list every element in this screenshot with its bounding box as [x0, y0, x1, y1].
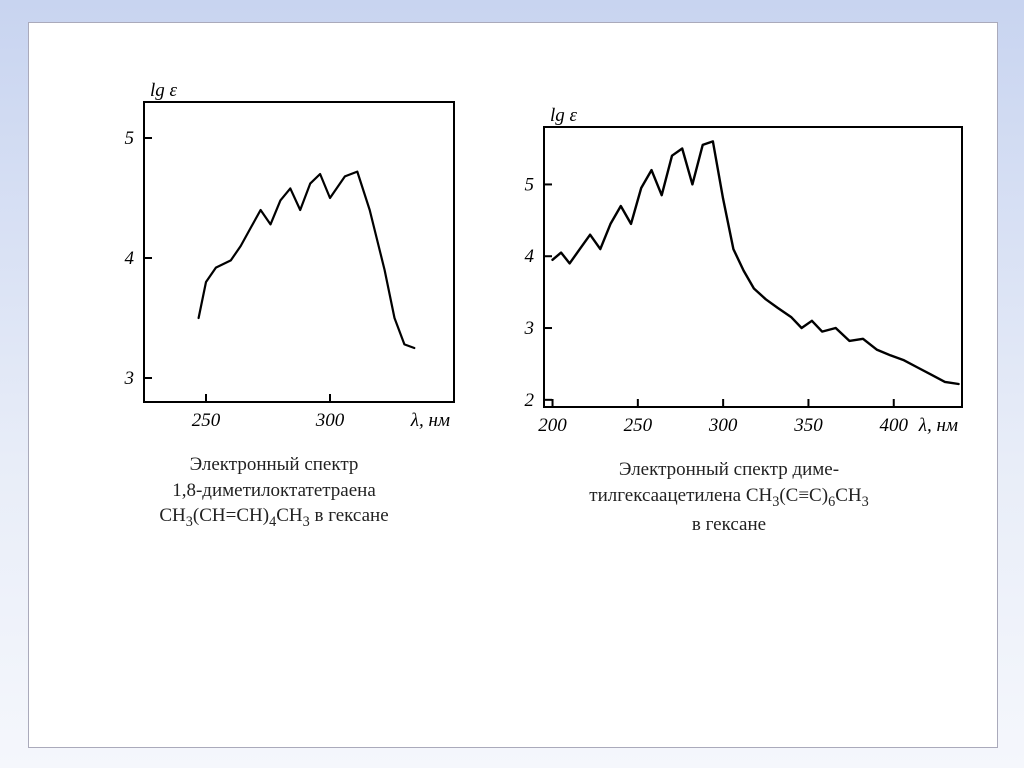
left-caption-line3: CH3(CH=CH)4CH3 в гексане: [74, 503, 474, 532]
svg-text:400: 400: [880, 415, 909, 436]
right-caption-line1: Электронный спектр диме-: [484, 457, 974, 483]
svg-text:250: 250: [624, 415, 653, 436]
svg-text:3: 3: [124, 368, 135, 389]
right-caption: Электронный спектр диме- тилгексаацетиле…: [484, 457, 974, 537]
svg-text:λ, нм: λ, нм: [410, 410, 450, 431]
left-panel: 3 4 5 250 300 lg ε λ, нм Электронный спектр 1,…: [74, 78, 474, 532]
svg-text:5: 5: [125, 128, 135, 149]
svg-text:200: 200: [538, 415, 567, 436]
right-caption-line2: тилгексаацетилена CH3(C≡C)6CH3: [484, 483, 974, 512]
svg-text:300: 300: [708, 415, 738, 436]
svg-text:lg ε: lg ε: [550, 105, 578, 126]
svg-text:4: 4: [525, 246, 535, 267]
svg-text:350: 350: [793, 415, 823, 436]
right-caption-line3: в гексане: [484, 512, 974, 538]
left-spectrum-chart: 3 4 5 250 300 lg ε λ, нм: [74, 78, 474, 438]
svg-text:2: 2: [525, 390, 535, 411]
svg-text:4: 4: [125, 248, 135, 269]
left-caption-line2: 1,8-диметилоктатетраена: [74, 478, 474, 504]
right-panel: 2 3 4 5 200 250 300 350 400 lg ε λ, нм Электронный…: [484, 103, 974, 537]
right-spectrum-chart: 2 3 4 5 200 250 300 350 400 lg ε λ, нм: [484, 103, 974, 443]
svg-text:lg ε: lg ε: [150, 80, 178, 101]
svg-text:300: 300: [315, 410, 345, 431]
svg-text:λ, нм: λ, нм: [918, 415, 958, 436]
left-caption-line1: Электронный спектр: [74, 452, 474, 478]
svg-text:5: 5: [525, 174, 535, 195]
slide-card: 3 4 5 250 300 lg ε λ, нм Электронный спектр 1,…: [28, 22, 998, 748]
svg-text:3: 3: [524, 318, 535, 339]
svg-text:250: 250: [192, 410, 221, 431]
left-caption: Электронный спектр 1,8-диметилоктатетрае…: [74, 452, 474, 532]
